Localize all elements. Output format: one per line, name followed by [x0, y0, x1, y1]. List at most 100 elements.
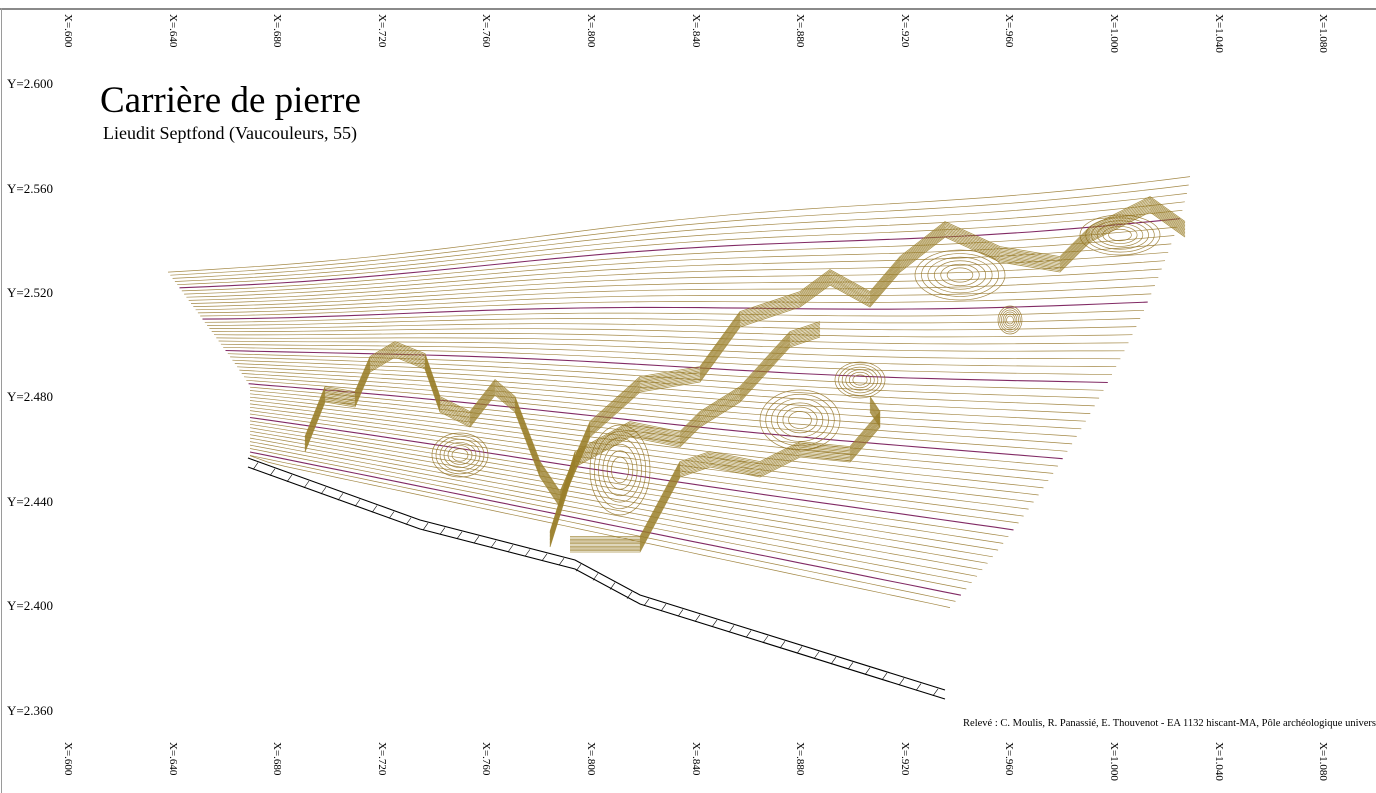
contour-line: [249, 413, 1019, 524]
hollow-contour: [431, 432, 489, 478]
scarp-contour: [549, 329, 821, 541]
hollow-contour: [997, 305, 1023, 335]
contour-line: [172, 193, 1187, 279]
scarp-contour: [304, 198, 1186, 495]
x-tick-label: X=.840: [689, 14, 702, 48]
road-hatch: [456, 531, 463, 540]
scarp-contour: [570, 408, 881, 550]
road-hatch: [575, 564, 582, 572]
hollow-contour: [593, 431, 647, 509]
contour-line: [249, 393, 1049, 482]
scarp-contour: [570, 406, 881, 547]
road-hatch: [354, 499, 361, 507]
contour-line: [220, 343, 1117, 368]
scarp-contour: [570, 407, 881, 549]
contour-line: [200, 293, 1152, 317]
hollow-contour: [914, 249, 1006, 301]
scarp-contour: [549, 321, 821, 532]
hollow-contour: [1085, 217, 1155, 253]
road-hatch: [541, 553, 548, 561]
contour-line: [249, 437, 983, 571]
road-hatch: [677, 609, 684, 617]
hollow-contour: [611, 456, 629, 484]
contour-line: [249, 396, 1044, 489]
road-boundary: [247, 457, 946, 700]
hollow-contour: [1102, 226, 1138, 244]
hollow-contour: [765, 393, 835, 447]
hollow-contour: [1091, 220, 1149, 250]
hollow-contour: [602, 443, 638, 497]
contour-line: [249, 423, 1004, 544]
scarp-contour: [549, 324, 821, 535]
scarp-contour: [304, 208, 1186, 505]
hollow-contour: [927, 256, 993, 294]
x-tick-label: X=.720: [375, 742, 388, 776]
hollow-contour: [845, 369, 875, 391]
road-hatch: [490, 540, 497, 548]
hollow-contour: [788, 411, 812, 429]
hollow-contour: [782, 406, 818, 434]
contour-line: [177, 209, 1183, 286]
road-hatch: [728, 625, 735, 633]
scarp-contour: [549, 335, 821, 546]
scarp-contour: [304, 204, 1186, 501]
x-tick-label: X=1.080: [1317, 14, 1330, 53]
contour-line: [181, 226, 1178, 292]
hollow-contour: [1096, 223, 1144, 247]
hollow-contour: [447, 445, 473, 465]
scarp-contour: [549, 333, 821, 545]
contour-line: [246, 379, 1068, 452]
scarp-contour: [570, 400, 881, 542]
x-tick-label: X=.880: [794, 14, 807, 48]
scarp-contour: [304, 200, 1186, 497]
road-hatch: [303, 480, 310, 489]
scarp-contour: [549, 328, 821, 539]
contour-line: [249, 455, 956, 602]
contour-line: [249, 390, 1054, 474]
contour-line: [218, 340, 1121, 360]
contour-line: [249, 434, 988, 564]
road-hatch: [779, 640, 786, 649]
hollow-contour: [838, 364, 882, 396]
contour-line: [211, 328, 1133, 338]
road-hatch: [626, 591, 633, 599]
x-tick-label: X=1.040: [1212, 14, 1225, 53]
map-frame-left: [1, 8, 2, 793]
x-tick-label: X=.920: [898, 14, 911, 48]
contour-line: [239, 369, 1082, 430]
road-hatch: [915, 683, 922, 691]
road-hatch: [286, 474, 293, 483]
contour-line: [249, 441, 978, 577]
contour-line: [249, 406, 1029, 510]
road-hatch: [864, 667, 871, 675]
hollow-contour: [946, 267, 974, 283]
contour-line: [190, 260, 1166, 304]
hollow-contour: [606, 450, 634, 490]
hollow-contour: [598, 437, 642, 503]
scarp-contour: [549, 326, 821, 538]
scarp-contour: [570, 411, 881, 553]
x-tick-label: X=1.000: [1108, 742, 1120, 781]
x-tick-label: X=.760: [480, 14, 493, 48]
hollow-contour: [443, 442, 477, 468]
road-hatch: [898, 678, 905, 686]
road-edge: [247, 457, 946, 691]
hollow-contour: [852, 374, 868, 386]
contour-line: [216, 337, 1125, 352]
scarp-contour: [304, 211, 1186, 508]
road-hatch: [507, 544, 514, 553]
scarp-contour: [304, 203, 1186, 500]
hollow-contour: [841, 366, 879, 394]
contour-line: [223, 346, 1113, 376]
survey-credits: Relevé : C. Moulis, R. Panassié, E. Thou…: [963, 718, 1376, 729]
hollow-contour: [1004, 313, 1016, 327]
contour-line: [241, 373, 1077, 437]
road-hatch: [558, 557, 565, 566]
road-hatch: [694, 614, 701, 622]
contour-line: [174, 201, 1185, 282]
quarry-scarps: [304, 196, 1186, 553]
x-tick-label: X=.840: [689, 742, 702, 776]
y-tick-label: Y=2.480: [7, 389, 53, 404]
scarp-contour: [304, 205, 1186, 502]
hollow-contour: [1079, 214, 1161, 256]
